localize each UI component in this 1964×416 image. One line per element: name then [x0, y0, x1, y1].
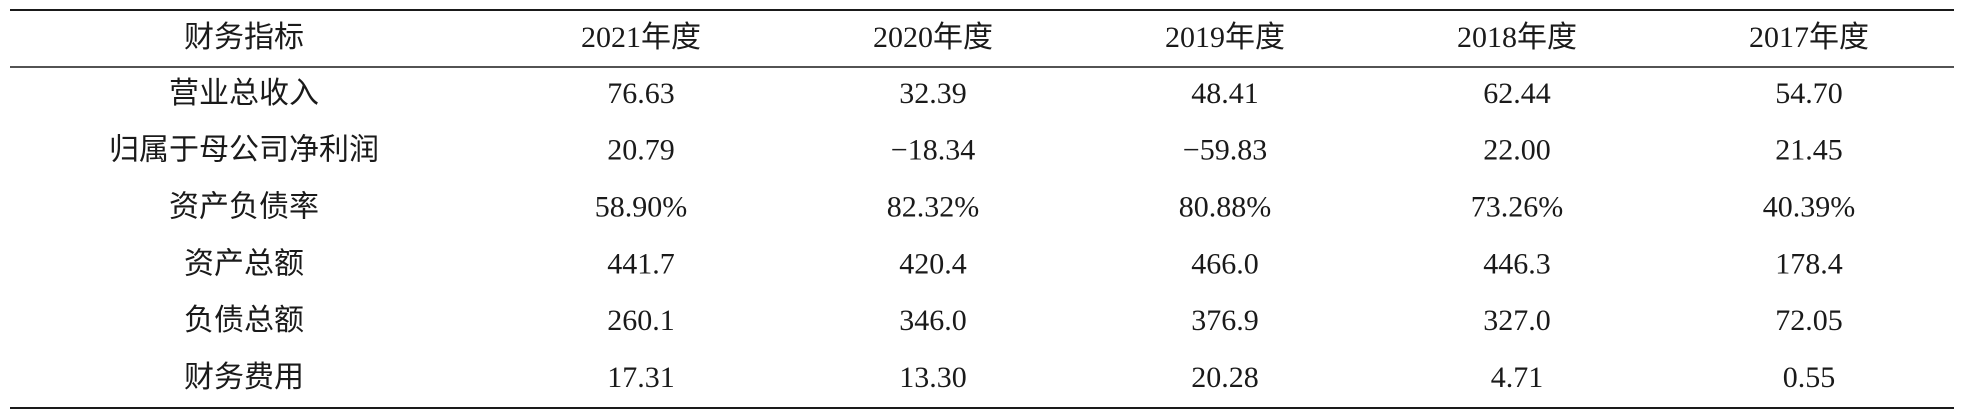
cell: 76.63 — [607, 77, 675, 110]
row-label: 营业总收入 — [169, 77, 319, 110]
cell: 346.0 — [899, 304, 967, 337]
cell: 178.4 — [1775, 247, 1843, 280]
cell: 441.7 — [607, 247, 675, 280]
cell: 73.26% — [1471, 190, 1564, 223]
cell: 13.30 — [899, 361, 967, 394]
cell: −18.34 — [891, 134, 975, 167]
cell: 22.00 — [1483, 134, 1551, 167]
cell: 32.39 — [899, 77, 967, 110]
cell: 54.70 — [1775, 77, 1843, 110]
cell: 260.1 — [607, 304, 675, 337]
cell: 80.88% — [1179, 190, 1272, 223]
cell: 58.90% — [595, 190, 688, 223]
cell: 466.0 — [1191, 247, 1259, 280]
header-cell: 2020年度 — [873, 21, 993, 54]
cell: 21.45 — [1775, 134, 1843, 167]
row-label: 归属于母公司净利润 — [109, 134, 379, 167]
cell: 62.44 — [1483, 77, 1551, 110]
cell: 82.32% — [887, 190, 980, 223]
header-cell: 2019年度 — [1165, 21, 1285, 54]
header-cell: 2017年度 — [1749, 21, 1869, 54]
cell: 40.39% — [1763, 190, 1856, 223]
cell: 0.55 — [1783, 361, 1836, 394]
row-label: 负债总额 — [184, 304, 304, 337]
cell: 4.71 — [1491, 361, 1544, 394]
cell: 20.79 — [607, 134, 675, 167]
cell: 327.0 — [1483, 304, 1551, 337]
row-label: 财务费用 — [184, 361, 304, 394]
cell: 376.9 — [1191, 304, 1259, 337]
cell: 48.41 — [1191, 77, 1259, 110]
cell: 420.4 — [899, 247, 967, 280]
header-cell: 2021年度 — [581, 21, 701, 54]
cell: 20.28 — [1191, 361, 1259, 394]
row-label: 资产负债率 — [169, 190, 319, 223]
cell: −59.83 — [1183, 134, 1267, 167]
header-cell: 2018年度 — [1457, 21, 1577, 54]
header-cell: 财务指标 — [184, 21, 304, 54]
cell: 17.31 — [607, 361, 675, 394]
cell: 446.3 — [1483, 247, 1551, 280]
row-label: 资产总额 — [184, 247, 304, 280]
cell: 72.05 — [1775, 304, 1843, 337]
